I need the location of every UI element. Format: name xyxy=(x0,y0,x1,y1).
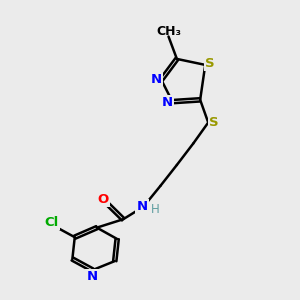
Text: N: N xyxy=(86,270,98,283)
Text: Cl: Cl xyxy=(44,216,58,229)
Text: N: N xyxy=(136,200,148,213)
Text: S: S xyxy=(209,116,218,129)
Text: CH₃: CH₃ xyxy=(156,25,181,38)
Text: O: O xyxy=(97,194,108,206)
Text: H: H xyxy=(150,202,159,216)
Text: N: N xyxy=(161,96,172,109)
Text: N: N xyxy=(150,73,161,86)
Text: S: S xyxy=(205,57,215,70)
